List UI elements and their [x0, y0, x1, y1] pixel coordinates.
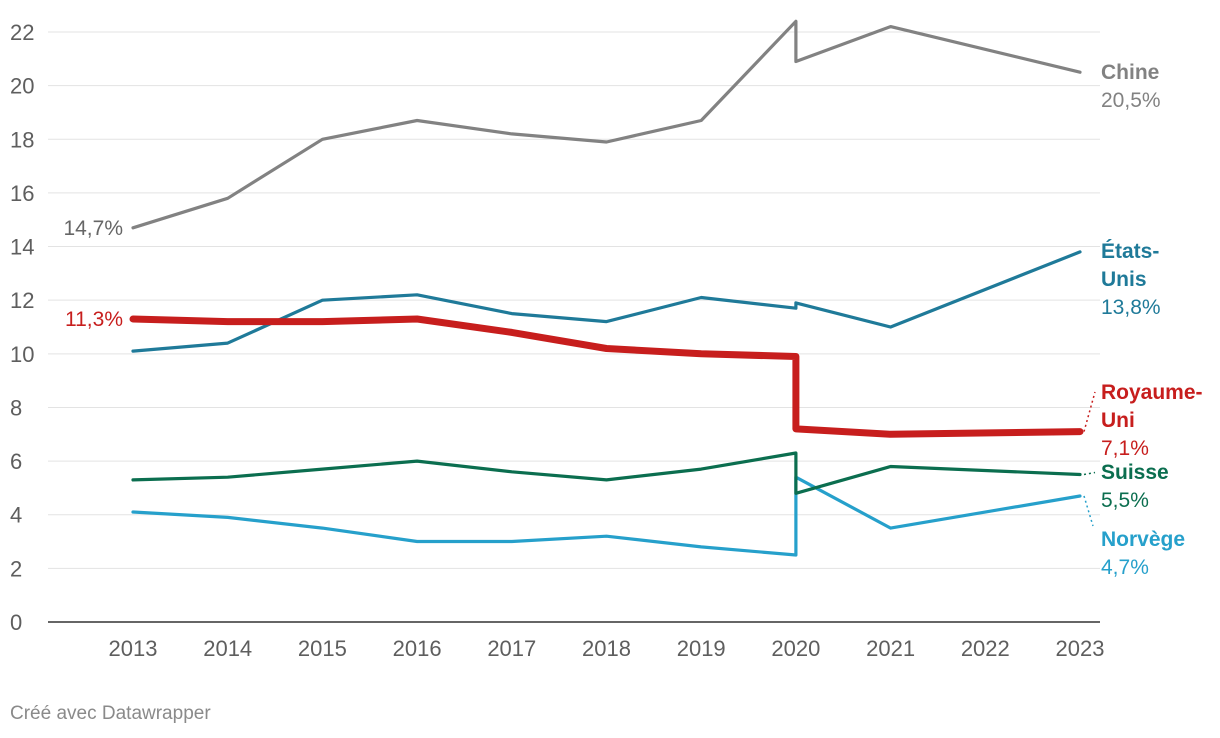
y-tick-label: 16: [10, 181, 34, 206]
x-tick-label: 2017: [487, 636, 536, 661]
series-line-norvege: [131, 475, 1082, 557]
x-tick-label: 2015: [298, 636, 347, 661]
end-label-name-royaume-uni: Royaume-: [1101, 381, 1203, 404]
x-tick-label: 2022: [961, 636, 1010, 661]
y-tick-label: 2: [10, 556, 22, 581]
y-tick-label: 6: [10, 449, 22, 474]
y-tick-label: 20: [10, 74, 34, 99]
end-label-name-norvege: Norvège: [1101, 528, 1185, 551]
start-label-chine: 14,7%: [63, 217, 123, 240]
end-label-name-etats-unis: États-: [1101, 240, 1159, 263]
y-tick-label: 18: [10, 127, 34, 152]
series-line-royaume-uni: [129, 315, 1084, 438]
x-tick-label: 2016: [393, 636, 442, 661]
end-label-name-etats-unis: Unis: [1101, 268, 1147, 291]
series-line-etats-unis: [131, 250, 1082, 353]
y-tick-label: 12: [10, 288, 34, 313]
series-line-suisse: [131, 451, 1082, 495]
x-tick-label: 2020: [771, 636, 820, 661]
x-tick-label: 2021: [866, 636, 915, 661]
end-label-name-chine: Chine: [1101, 61, 1159, 84]
x-tick-label: 2023: [1056, 636, 1105, 661]
x-tick-label: 2013: [109, 636, 158, 661]
x-tick-label: 2014: [203, 636, 252, 661]
credit-text: Créé avec Datawrapper: [10, 703, 211, 724]
end-label-value-chine: 20,5%: [1101, 89, 1161, 112]
leader-line-royaume-uni: [1083, 391, 1096, 432]
leader-line-norvege: [1083, 495, 1094, 527]
series-line-chine: [131, 19, 1082, 230]
end-label-name-suisse: Suisse: [1101, 461, 1169, 484]
end-label-value-royaume-uni: 7,1%: [1101, 437, 1149, 460]
start-label-royaume-uni: 11,3%: [65, 308, 123, 331]
y-tick-label: 8: [10, 395, 22, 420]
y-tick-label: 10: [10, 342, 34, 367]
y-tick-label: 22: [10, 20, 34, 45]
x-tick-label: 2019: [677, 636, 726, 661]
end-label-name-royaume-uni: Uni: [1101, 409, 1135, 432]
x-tick-label: 2018: [582, 636, 631, 661]
y-tick-label: 0: [10, 610, 22, 635]
end-label-value-norvege: 4,7%: [1101, 556, 1149, 579]
y-tick-label: 14: [10, 235, 34, 260]
leader-line-suisse: [1083, 471, 1096, 476]
end-label-value-etats-unis: 13,8%: [1101, 296, 1161, 319]
y-tick-label: 4: [10, 503, 22, 528]
end-label-value-suisse: 5,5%: [1101, 489, 1149, 512]
